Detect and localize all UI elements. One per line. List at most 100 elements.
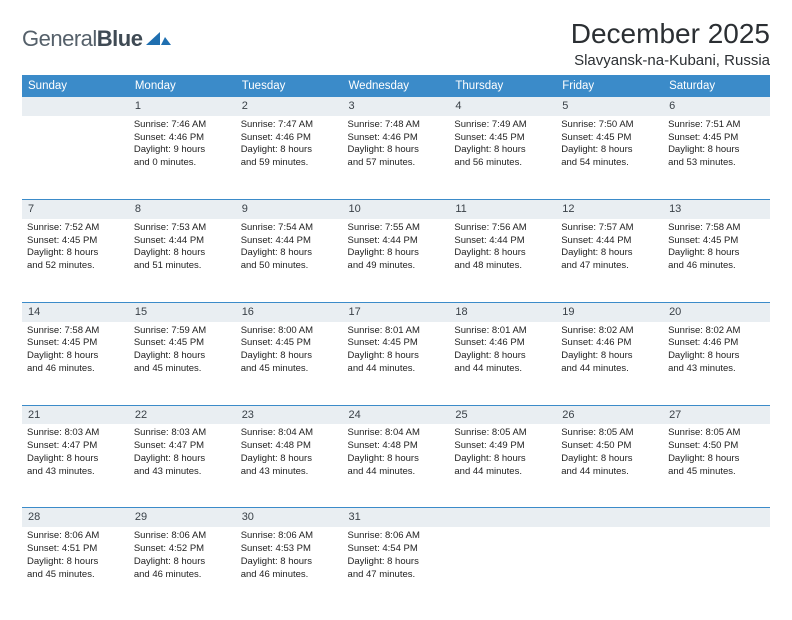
day-line: Sunrise: 7:49 AM [454,119,551,132]
day-number: 15 [129,302,236,321]
day-line: Sunrise: 7:57 AM [561,222,658,235]
day-line: and 45 minutes. [241,363,338,376]
day-line: Sunset: 4:47 PM [27,440,124,453]
day-cell: Sunrise: 8:06 AMSunset: 4:53 PMDaylight:… [236,527,343,610]
day-cell: Sunrise: 7:59 AMSunset: 4:45 PMDaylight:… [129,322,236,406]
day-line: Sunrise: 8:05 AM [561,427,658,440]
day-line: and 50 minutes. [241,260,338,273]
week-row: Sunrise: 7:52 AMSunset: 4:45 PMDaylight:… [22,219,770,303]
day-number: 27 [663,405,770,424]
day-line: Sunrise: 8:06 AM [241,530,338,543]
day-number: 9 [236,199,343,218]
day-line: and 44 minutes. [454,363,551,376]
day-number: 11 [449,199,556,218]
day-line: Sunrise: 7:59 AM [134,325,231,338]
day-line: Sunset: 4:45 PM [241,337,338,350]
day-line: Daylight: 8 hours [134,453,231,466]
day-number: 28 [22,508,129,527]
day-line: and 49 minutes. [348,260,445,273]
day-line: Sunset: 4:50 PM [668,440,765,453]
day-line: Sunrise: 8:01 AM [348,325,445,338]
day-line: Sunset: 4:44 PM [561,235,658,248]
daynum-row: 123456 [22,97,770,116]
day-line: Sunrise: 8:06 AM [134,530,231,543]
logo-text: GeneralBlue [22,26,142,52]
day-line: Sunrise: 7:53 AM [134,222,231,235]
weekday-header: Wednesday [343,75,450,97]
day-line: Sunrise: 8:06 AM [348,530,445,543]
day-number: 4 [449,97,556,116]
day-line: and 47 minutes. [348,569,445,582]
day-cell: Sunrise: 8:06 AMSunset: 4:52 PMDaylight:… [129,527,236,610]
day-cell: Sunrise: 8:00 AMSunset: 4:45 PMDaylight:… [236,322,343,406]
day-line: Daylight: 8 hours [241,247,338,260]
day-number: 7 [22,199,129,218]
day-line: Daylight: 8 hours [668,350,765,363]
day-line: Sunrise: 8:05 AM [668,427,765,440]
day-number: 17 [343,302,450,321]
day-line: Sunset: 4:46 PM [348,132,445,145]
day-line: and 45 minutes. [27,569,124,582]
day-number: 14 [22,302,129,321]
day-line: Daylight: 9 hours [134,144,231,157]
day-number: 20 [663,302,770,321]
day-cell: Sunrise: 8:05 AMSunset: 4:49 PMDaylight:… [449,424,556,508]
weekday-header: Thursday [449,75,556,97]
day-number [449,508,556,527]
day-cell: Sunrise: 7:52 AMSunset: 4:45 PMDaylight:… [22,219,129,303]
day-line: Sunset: 4:51 PM [27,543,124,556]
day-line: Daylight: 8 hours [27,350,124,363]
day-line: Daylight: 8 hours [27,453,124,466]
day-number: 30 [236,508,343,527]
day-line: Daylight: 8 hours [27,247,124,260]
day-line: and 46 minutes. [134,569,231,582]
day-line: Daylight: 8 hours [348,556,445,569]
week-row: Sunrise: 8:03 AMSunset: 4:47 PMDaylight:… [22,424,770,508]
day-line: and 45 minutes. [134,363,231,376]
day-line: Sunset: 4:46 PM [134,132,231,145]
day-line: Sunrise: 7:46 AM [134,119,231,132]
day-cell: Sunrise: 7:53 AMSunset: 4:44 PMDaylight:… [129,219,236,303]
day-line: Daylight: 8 hours [348,350,445,363]
day-line: Sunrise: 7:54 AM [241,222,338,235]
day-line: Sunset: 4:44 PM [241,235,338,248]
day-line: and 44 minutes. [348,466,445,479]
day-cell: Sunrise: 7:57 AMSunset: 4:44 PMDaylight:… [556,219,663,303]
day-line: Sunrise: 7:50 AM [561,119,658,132]
logo-word2: Blue [97,26,143,51]
day-line: Daylight: 8 hours [561,144,658,157]
logo-mark-icon [146,28,172,51]
day-line: and 44 minutes. [561,466,658,479]
day-line: Sunset: 4:47 PM [134,440,231,453]
day-number: 25 [449,405,556,424]
day-cell [449,527,556,610]
day-cell: Sunrise: 7:50 AMSunset: 4:45 PMDaylight:… [556,116,663,200]
day-line: Sunset: 4:52 PM [134,543,231,556]
day-cell: Sunrise: 8:04 AMSunset: 4:48 PMDaylight:… [236,424,343,508]
day-line: Sunset: 4:44 PM [348,235,445,248]
day-line: Sunrise: 7:55 AM [348,222,445,235]
day-number: 23 [236,405,343,424]
day-line: Sunset: 4:48 PM [348,440,445,453]
daynum-row: 14151617181920 [22,302,770,321]
title-block: December 2025 Slavyansk-na-Kubani, Russi… [571,18,770,69]
day-line: Sunset: 4:45 PM [27,235,124,248]
day-line: Daylight: 8 hours [454,247,551,260]
day-number: 26 [556,405,663,424]
day-line: Daylight: 8 hours [348,144,445,157]
day-line: Sunrise: 7:51 AM [668,119,765,132]
day-number: 22 [129,405,236,424]
day-number [22,97,129,116]
day-line: and 57 minutes. [348,157,445,170]
day-cell: Sunrise: 8:02 AMSunset: 4:46 PMDaylight:… [663,322,770,406]
day-line: Sunset: 4:45 PM [668,235,765,248]
day-number: 3 [343,97,450,116]
day-line: and 43 minutes. [134,466,231,479]
day-line: Sunrise: 8:05 AM [454,427,551,440]
day-line: Daylight: 8 hours [668,144,765,157]
day-line: Sunrise: 7:58 AM [668,222,765,235]
day-line: Sunrise: 7:47 AM [241,119,338,132]
page-title: December 2025 [571,18,770,50]
daynum-row: 21222324252627 [22,405,770,424]
daynum-row: 78910111213 [22,199,770,218]
